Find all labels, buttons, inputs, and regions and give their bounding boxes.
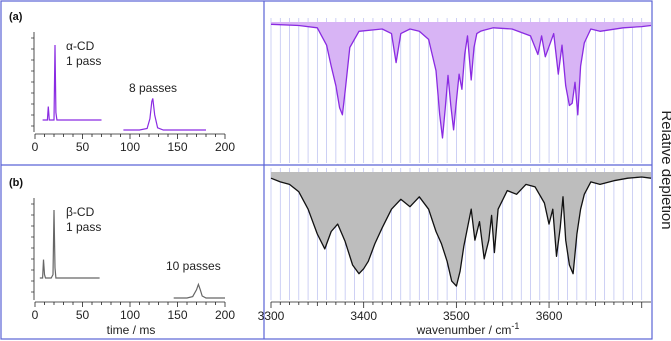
beta-spectrum-area [271, 172, 651, 287]
beta-trace-1pass [39, 209, 100, 279]
frame-outer [0, 0, 653, 340]
alpha-passN-label: 8 passes [129, 81, 177, 95]
wavenumber-tick-label: 3400 [350, 309, 377, 323]
time-axis-a-tick-label: 50 [76, 140, 90, 154]
time-axis-b-tick-label: 0 [32, 308, 39, 322]
spectrum-alpha [270, 22, 652, 139]
panel-label-b: (b) [9, 177, 23, 189]
time-axis-a-tick-label: 200 [215, 140, 235, 154]
time-axis-b-tick-label: 200 [215, 308, 235, 322]
wavenumber-axis-label: wavenumber / cm-1 [416, 321, 520, 337]
alpha-spectrum-area [271, 22, 651, 138]
beta-passN-label: 10 passes [166, 259, 221, 273]
wavenumber-tick-label: 3500 [443, 309, 470, 323]
wavenumber-tick-label: 3300 [258, 309, 285, 323]
beta-trace-10passes [173, 282, 225, 299]
axes: 0 50 100 150 200 0 50 100 150 200 3300 3400 3500 3600 [31, 32, 651, 323]
time-axis-b-tick-label: 50 [76, 308, 90, 322]
wavenumber-axis-label-sup: -1 [511, 321, 519, 331]
time-axis-b-tick-label: 100 [120, 308, 140, 322]
wavenumber-tick-label: 3600 [536, 309, 563, 323]
time-axis-a-tick-label: 100 [120, 140, 140, 154]
time-axis-b-tick-label: 150 [167, 308, 187, 322]
beta-spectrum-line [270, 176, 652, 287]
alpha-trace-8passes [123, 98, 206, 131]
time-axis-a-tick-label: 150 [167, 140, 187, 154]
wavenumber-axis-label-text: wavenumber / cm [416, 323, 512, 337]
alpha-pass1-label: 1 pass [66, 54, 101, 68]
time-trace-alpha [42, 44, 206, 131]
alpha-trace-1pass [42, 44, 102, 121]
beta-pass1-label: 1 pass [66, 220, 101, 234]
alpha-spectrum-line [270, 23, 652, 139]
spectrum-beta [270, 172, 652, 287]
alpha-cd-label: α-CD [66, 39, 95, 53]
panel-label-a: (a) [9, 11, 23, 23]
time-trace-beta [39, 209, 225, 299]
time-axis-a-tick-label: 0 [32, 140, 39, 154]
relative-depletion-label: Relative depletion [658, 110, 671, 229]
time-axis-label: time / ms [107, 323, 156, 337]
beta-cd-label: β-CD [66, 205, 95, 219]
